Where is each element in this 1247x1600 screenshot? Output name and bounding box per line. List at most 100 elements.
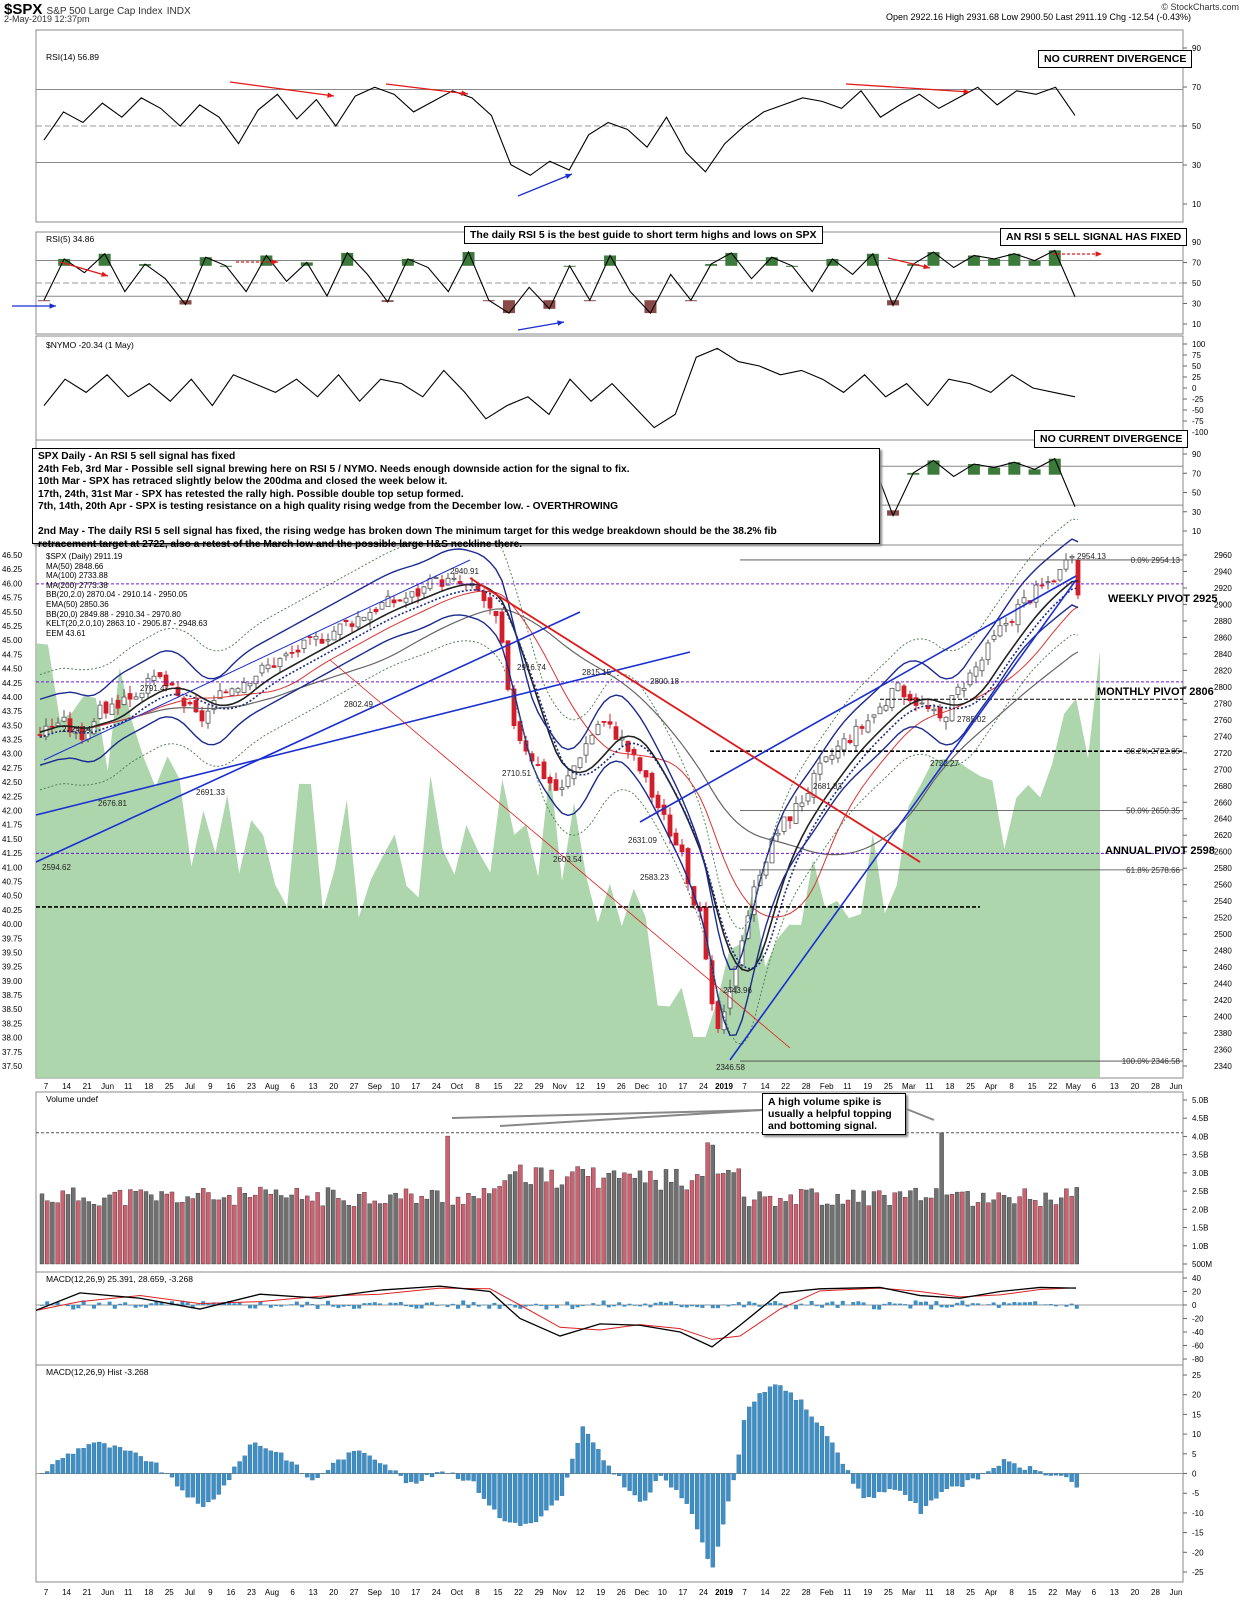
macd-histogram-bar bbox=[435, 1472, 440, 1474]
x-axis-label: 2019 bbox=[715, 1082, 733, 1091]
rsi5-line-overbought-fill bbox=[300, 262, 313, 266]
macd-hist-bar bbox=[424, 1302, 429, 1305]
macd-histogram-bar bbox=[65, 1453, 71, 1474]
macd-hist-bar bbox=[55, 1302, 60, 1305]
volume-bar bbox=[1012, 1203, 1017, 1265]
candle-body bbox=[259, 664, 265, 674]
volume-bar bbox=[684, 1189, 689, 1265]
macd-histogram-bar bbox=[450, 1472, 455, 1474]
macd-histogram-bar bbox=[429, 1473, 435, 1478]
price-tick-label: 2940 bbox=[1214, 567, 1232, 576]
x-axis-label: 25 bbox=[165, 1082, 174, 1091]
volume-bar bbox=[289, 1194, 294, 1265]
commentary-box: SPX Daily - An RSI 5 sell signal has fix… bbox=[32, 448, 880, 550]
candle-body bbox=[55, 722, 61, 726]
macd-histogram-bar bbox=[201, 1473, 206, 1507]
volume-bar bbox=[918, 1200, 923, 1265]
rsi5b-overbought-fill bbox=[1048, 458, 1061, 475]
x-axis-label: 15 bbox=[494, 1082, 503, 1091]
macd-histogram-bar bbox=[175, 1473, 180, 1487]
legend-item: MA(200) 2773.38 bbox=[46, 580, 108, 590]
price-point-label: 2802.49 bbox=[344, 700, 373, 709]
x-axis-label: 27 bbox=[350, 1082, 359, 1091]
macd-hist-bar bbox=[664, 1302, 668, 1305]
price-point-label: 2916.74 bbox=[517, 663, 546, 672]
macd-histogram-bar bbox=[877, 1473, 882, 1492]
macd-histogram-bar bbox=[71, 1453, 76, 1474]
macd-hist-bar bbox=[71, 1305, 76, 1310]
volume-bar bbox=[409, 1193, 414, 1265]
x-axis-label: 9 bbox=[208, 1082, 213, 1091]
rsi5-line-oversold-fill bbox=[543, 300, 556, 309]
rsi5b-oversold-fill bbox=[887, 510, 900, 516]
volume-bar bbox=[107, 1194, 112, 1265]
macd-histogram-bar bbox=[991, 1468, 996, 1474]
eem-tick-label: 43.00 bbox=[2, 750, 23, 759]
x-axis-label: 23 bbox=[247, 1588, 256, 1597]
x-axis-label: 7 bbox=[742, 1588, 747, 1597]
commentary-line: SPX Daily - An RSI 5 sell signal has fix… bbox=[38, 451, 236, 462]
volume-bar bbox=[476, 1198, 481, 1265]
volume-bar bbox=[455, 1196, 461, 1265]
macd-hist-bar bbox=[669, 1301, 674, 1305]
candle-body bbox=[973, 666, 979, 677]
x-axis-label: Mar bbox=[902, 1082, 916, 1091]
volume-bar bbox=[892, 1192, 897, 1265]
price-point-label: 2722.27 bbox=[930, 759, 959, 768]
macd-hist-bar bbox=[955, 1302, 960, 1305]
macd-hist-bar bbox=[513, 1305, 518, 1308]
macd-histogram-bar bbox=[424, 1473, 429, 1475]
volume-bar bbox=[814, 1192, 819, 1265]
macd-histogram-bar bbox=[143, 1461, 149, 1474]
rsi5-line-overbought-fill bbox=[826, 258, 839, 266]
rsi5-line-overbought-fill bbox=[260, 255, 273, 266]
candle-body bbox=[799, 802, 805, 807]
x-axis-label: 6 bbox=[1092, 1082, 1097, 1091]
rsi5-line-oversold-fill bbox=[502, 300, 515, 314]
macd-hist-bar bbox=[326, 1300, 330, 1305]
y-tick-label: 30 bbox=[1192, 508, 1201, 517]
eem-tick-label: 46.25 bbox=[2, 565, 23, 574]
candle-body bbox=[409, 591, 415, 598]
x-axis-label: 18 bbox=[946, 1588, 955, 1597]
price-point-label: 2681.83 bbox=[813, 782, 842, 791]
x-axis-label: 12 bbox=[576, 1082, 585, 1091]
macd-hist-bar bbox=[367, 1302, 372, 1305]
macd-hist-bar bbox=[346, 1305, 351, 1307]
candle-body bbox=[847, 739, 853, 744]
volume-bar bbox=[45, 1200, 50, 1265]
x-axis-label: 20 bbox=[329, 1588, 338, 1597]
x-axis-label: 24 bbox=[699, 1588, 708, 1597]
y-tick-label: 70 bbox=[1192, 259, 1201, 268]
macd-histogram-bar bbox=[1048, 1473, 1053, 1476]
macd-hist-bar bbox=[97, 1302, 102, 1305]
y-tick-label: 30 bbox=[1192, 300, 1201, 309]
macd-histogram-bar bbox=[55, 1460, 60, 1474]
volume-spike-note: A high volume spike is usually a helpful… bbox=[762, 1093, 906, 1135]
macd-hist-bar bbox=[591, 1303, 596, 1305]
x-axis-label: Jul bbox=[185, 1588, 195, 1597]
y-tick-label: 90 bbox=[1192, 450, 1201, 459]
volume-bar bbox=[1038, 1206, 1043, 1265]
volume-bar bbox=[273, 1189, 279, 1265]
macd-histogram-bar bbox=[741, 1420, 747, 1474]
candle-body bbox=[451, 577, 457, 580]
macd-histogram-bar bbox=[273, 1451, 279, 1474]
volume-bar bbox=[653, 1179, 658, 1265]
macd-hist-bar bbox=[1007, 1303, 1012, 1305]
macd-hist-bar bbox=[393, 1302, 398, 1305]
x-axis-label: 19 bbox=[863, 1588, 872, 1597]
candle-body bbox=[991, 635, 997, 640]
candle-body bbox=[253, 675, 259, 685]
candle-body bbox=[613, 726, 619, 740]
macd-hist-bar bbox=[92, 1305, 96, 1309]
y-tick-label: 0 bbox=[1192, 1470, 1197, 1479]
y-tick-label: -20 bbox=[1192, 1548, 1204, 1557]
y-tick-label: 20 bbox=[1192, 1288, 1201, 1297]
price-point-label: 2785.02 bbox=[957, 715, 986, 724]
macd-hist-bar bbox=[638, 1305, 642, 1307]
x-axis-label: 17 bbox=[411, 1082, 420, 1091]
candle-body bbox=[193, 700, 199, 713]
volume-bar bbox=[882, 1195, 887, 1265]
macd-hist-bar bbox=[378, 1303, 382, 1305]
